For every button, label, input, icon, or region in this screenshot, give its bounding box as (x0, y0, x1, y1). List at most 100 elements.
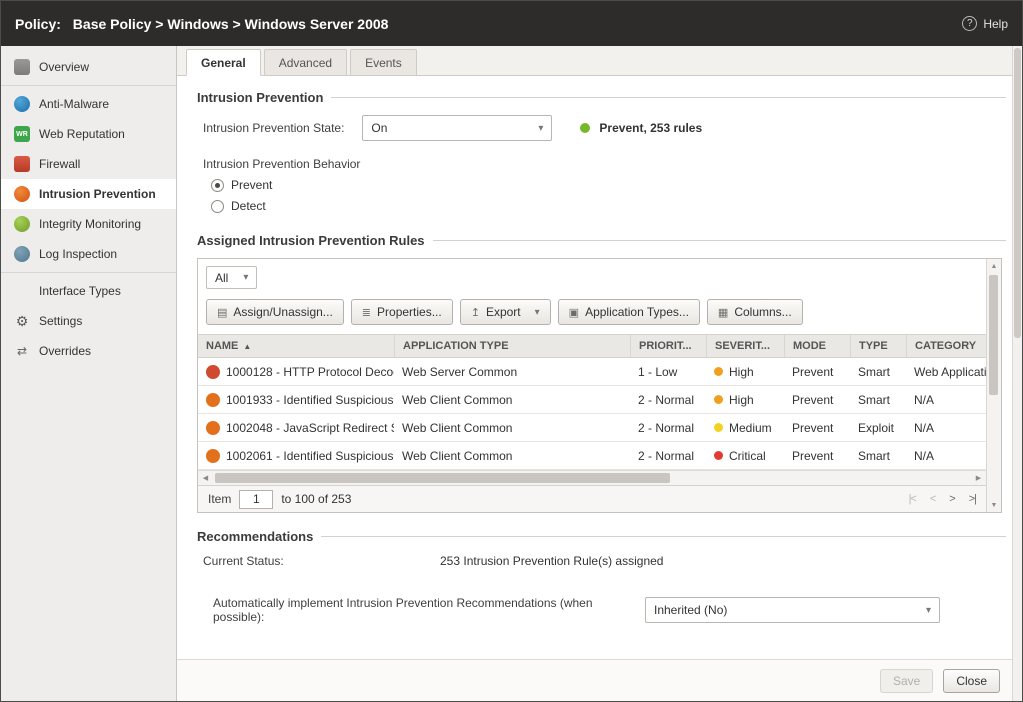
intrusion-prevention-state-dropdown[interactable]: On ▾ (362, 115, 553, 141)
column-header-name[interactable]: NAME ▲ (206, 340, 252, 352)
radio-prevent-control[interactable] (211, 178, 224, 192)
sidebar-item-label: Log Inspection (39, 247, 118, 261)
current-status-label: Current Status: (203, 554, 284, 568)
app-header: Policy: Base Policy > Windows > Windows … (1, 1, 1022, 46)
scroll-down-icon[interactable]: ▼ (990, 501, 998, 509)
rules-toolbar: ▤ Assign/Unassign... ≣ Properties... ↥ E… (198, 293, 986, 334)
sidebar-item-settings[interactable]: ⚙ Settings (1, 306, 176, 336)
policy-breadcrumb: Policy: Base Policy > Windows > Windows … (15, 16, 388, 32)
section-divider (331, 97, 1006, 98)
column-header-category[interactable]: CATEGORY (906, 335, 986, 357)
tab-advanced[interactable]: Advanced (263, 49, 348, 76)
page-scrollbar-thumb[interactable] (1014, 48, 1021, 338)
next-page-button[interactable]: > (949, 493, 956, 505)
column-header-application-type[interactable]: APPLICATION TYPE (394, 335, 630, 357)
scroll-left-icon[interactable]: ◀ (202, 475, 209, 482)
web-reputation-icon: WR (14, 126, 30, 142)
page-scrollbar[interactable] (1012, 46, 1022, 701)
tab-general[interactable]: General (186, 49, 261, 76)
table-row[interactable]: 1002048 - JavaScript Redirect S... Web C… (198, 414, 986, 442)
cell-mode: Prevent (792, 420, 834, 435)
cell-mode: Prevent (792, 392, 834, 407)
cell-application-type: Web Client Common (402, 420, 513, 435)
sidebar-item-log-inspection[interactable]: Log Inspection (1, 239, 176, 269)
export-button[interactable]: ↥ Export ▾ (459, 299, 551, 325)
sidebar-item-web-reputation[interactable]: WR Web Reputation (1, 119, 176, 149)
scrollbar-thumb[interactable] (215, 473, 670, 483)
button-label: Columns... (734, 305, 792, 319)
scroll-right-icon[interactable]: ▶ (975, 475, 982, 482)
sidebar-item-interface-types[interactable]: Interface Types (1, 276, 176, 306)
last-page-button[interactable]: >| (968, 493, 977, 505)
cell-category: N/A (914, 448, 935, 463)
pagination-bar: Item to 100 of 253 |< < > >| (198, 485, 986, 512)
horizontal-scrollbar[interactable]: ◀ ▶ (198, 470, 986, 485)
sidebar-item-overrides[interactable]: ⇄ Overrides (1, 336, 176, 366)
column-header-mode[interactable]: MODE (784, 335, 850, 357)
cell-name: 1002061 - Identified Suspicious... (198, 448, 394, 463)
column-header-priority[interactable]: PRIORIT... (630, 335, 706, 357)
scroll-up-icon[interactable]: ▲ (990, 262, 998, 270)
integrity-monitoring-icon (14, 216, 30, 232)
columns-button[interactable]: ▦ Columns... (706, 299, 803, 325)
first-page-button[interactable]: |< (908, 493, 917, 505)
section-assigned-rules: Assigned Intrusion Prevention Rules (197, 233, 1006, 248)
cell-severity: Medium (706, 421, 784, 435)
sidebar-item-label: Integrity Monitoring (39, 217, 142, 231)
radio-prevent[interactable]: Prevent (203, 178, 1006, 192)
save-button[interactable]: Save (879, 668, 934, 693)
auto-implement-label: Automatically implement Intrusion Preven… (213, 596, 593, 624)
cell-mode: Prevent (792, 448, 834, 463)
application-types-button[interactable]: ▣ Application Types... (557, 299, 700, 325)
rule-icon (206, 420, 220, 435)
sidebar-item-intrusion-prevention[interactable]: Intrusion Prevention (1, 179, 176, 209)
sidebar-item-label: Web Reputation (39, 127, 125, 141)
close-button[interactable]: Close (943, 668, 1000, 693)
firewall-icon (14, 156, 30, 172)
radio-detect-control[interactable] (211, 199, 224, 213)
table-row[interactable]: 1001933 - Identified Suspicious... Web C… (198, 386, 986, 414)
item-label: Item (208, 492, 232, 506)
tab-events[interactable]: Events (350, 49, 417, 76)
column-header-type[interactable]: TYPE (850, 335, 906, 357)
section-intrusion-prevention: Intrusion Prevention (197, 90, 1006, 105)
policy-label: Policy: (15, 15, 61, 32)
rule-icon (206, 392, 220, 407)
rules-table-header: NAME ▲ APPLICATION TYPE PRIORIT... SEVER… (198, 334, 986, 358)
settings-icon: ⚙ (15, 312, 29, 329)
assign-unassign-button[interactable]: ▤ Assign/Unassign... (206, 299, 344, 325)
log-inspection-icon (14, 246, 30, 262)
table-row[interactable]: 1000128 - HTTP Protocol Decod... Web Ser… (198, 358, 986, 386)
cell-application-type: Web Client Common (402, 448, 513, 463)
sidebar-item-anti-malware[interactable]: Anti-Malware (1, 89, 176, 119)
section-title: Recommendations (197, 529, 314, 544)
rules-vertical-scrollbar[interactable]: ▲ ▼ (986, 259, 1001, 512)
policy-path: Base Policy > Windows > Windows Server 2… (72, 15, 389, 32)
sidebar-item-label: Overrides (39, 344, 92, 358)
auto-implement-dropdown[interactable]: Inherited (No) ▾ (645, 597, 940, 623)
section-title: Assigned Intrusion Prevention Rules (197, 233, 425, 248)
status-indicator: Prevent, 253 rules (580, 121, 702, 135)
table-row[interactable]: 1002061 - Identified Suspicious... Web C… (198, 442, 986, 470)
prev-page-button[interactable]: < (929, 493, 937, 505)
column-header-severity[interactable]: SEVERIT... (706, 335, 784, 357)
cell-priority: 2 - Normal (638, 448, 695, 463)
cell-priority: 1 - Low (638, 364, 678, 379)
sidebar-item-integrity-monitoring[interactable]: Integrity Monitoring (1, 209, 176, 239)
scrollbar-thumb[interactable] (989, 275, 998, 395)
section-divider (432, 240, 1006, 241)
button-label: Assign/Unassign... (233, 305, 333, 319)
rules-filter-dropdown[interactable]: All ▾ (206, 266, 258, 289)
section-divider (321, 536, 1006, 537)
page-input[interactable] (239, 489, 274, 509)
sidebar-item-overview[interactable]: Overview (1, 52, 176, 82)
help-button[interactable]: ? Help (962, 16, 1008, 31)
sidebar-item-firewall[interactable]: Firewall (1, 149, 176, 179)
button-label: Properties... (377, 305, 442, 319)
radio-detect[interactable]: Detect (203, 199, 1006, 213)
properties-button[interactable]: ≣ Properties... (350, 299, 453, 325)
severity-dot (714, 367, 723, 376)
sidebar-item-label: Settings (39, 314, 83, 328)
assign-unassign-icon: ▤ (217, 306, 228, 319)
